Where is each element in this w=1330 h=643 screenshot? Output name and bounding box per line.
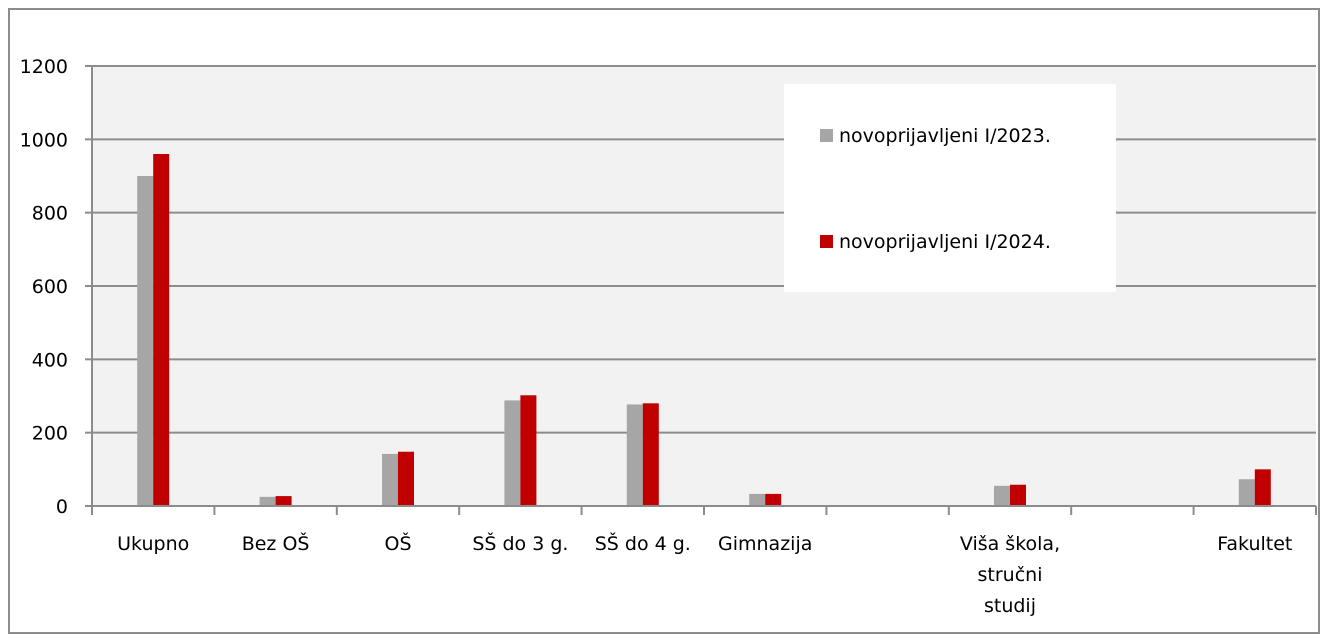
bar-2024 [1254, 469, 1271, 506]
y-tick-label: 800 [32, 203, 68, 225]
bar-2023 [749, 493, 766, 506]
bar-2024 [275, 496, 292, 506]
bar-2023 [382, 453, 398, 506]
legend-box [784, 84, 1116, 292]
y-tick-label: 600 [32, 276, 68, 298]
x-category-label: Ukupno [117, 533, 189, 555]
x-category-label: Bez OŠ [242, 531, 310, 555]
bar-2023 [994, 485, 1010, 506]
y-tick-label: 0 [56, 496, 68, 518]
y-tick-label: 1000 [20, 129, 68, 151]
bars [137, 154, 1271, 506]
y-tick-labels: 0 200 400 600 800 1000 1200 [20, 56, 92, 518]
bar-2023 [504, 400, 521, 506]
x-category-label: Gimnazija [718, 533, 812, 555]
bar-2024 [1010, 484, 1026, 506]
bar-2024 [398, 451, 414, 506]
x-category-label: SŠ do 4 g. [595, 531, 691, 555]
bar-2023 [626, 404, 643, 506]
x-category-label: studij [984, 595, 1036, 617]
x-category-label: OŠ [384, 531, 411, 555]
bar-2023 [259, 496, 276, 506]
legend-swatch [820, 129, 833, 142]
x-category-label: stručni [978, 564, 1043, 586]
x-category-label: Fakultet [1217, 533, 1292, 555]
legend-swatch [820, 235, 833, 248]
x-category-label: Viša škola, [960, 533, 1060, 555]
y-tick-label: 200 [32, 423, 68, 445]
legend-entry-label: novoprijavljeni I/2024. [839, 231, 1051, 253]
bar-2024 [520, 395, 537, 506]
bar-2024 [153, 154, 170, 506]
bar-2023 [137, 176, 154, 506]
bar-2023 [1238, 479, 1255, 506]
bar-2024 [642, 403, 659, 506]
bar-2024 [765, 493, 782, 506]
legend: novoprijavljeni I/2023. novoprijavljeni I… [784, 84, 1116, 292]
x-category-labels: Ukupno Bez OŠ OŠ SŠ do 3 g. SŠ do 4 g. Gimnaz… [117, 531, 1292, 617]
y-tick-label: 1200 [20, 56, 68, 78]
y-tick-label: 400 [32, 349, 68, 371]
x-category-label: SŠ do 3 g. [472, 531, 568, 555]
legend-entry-label: novoprijavljeni I/2023. [839, 125, 1051, 147]
